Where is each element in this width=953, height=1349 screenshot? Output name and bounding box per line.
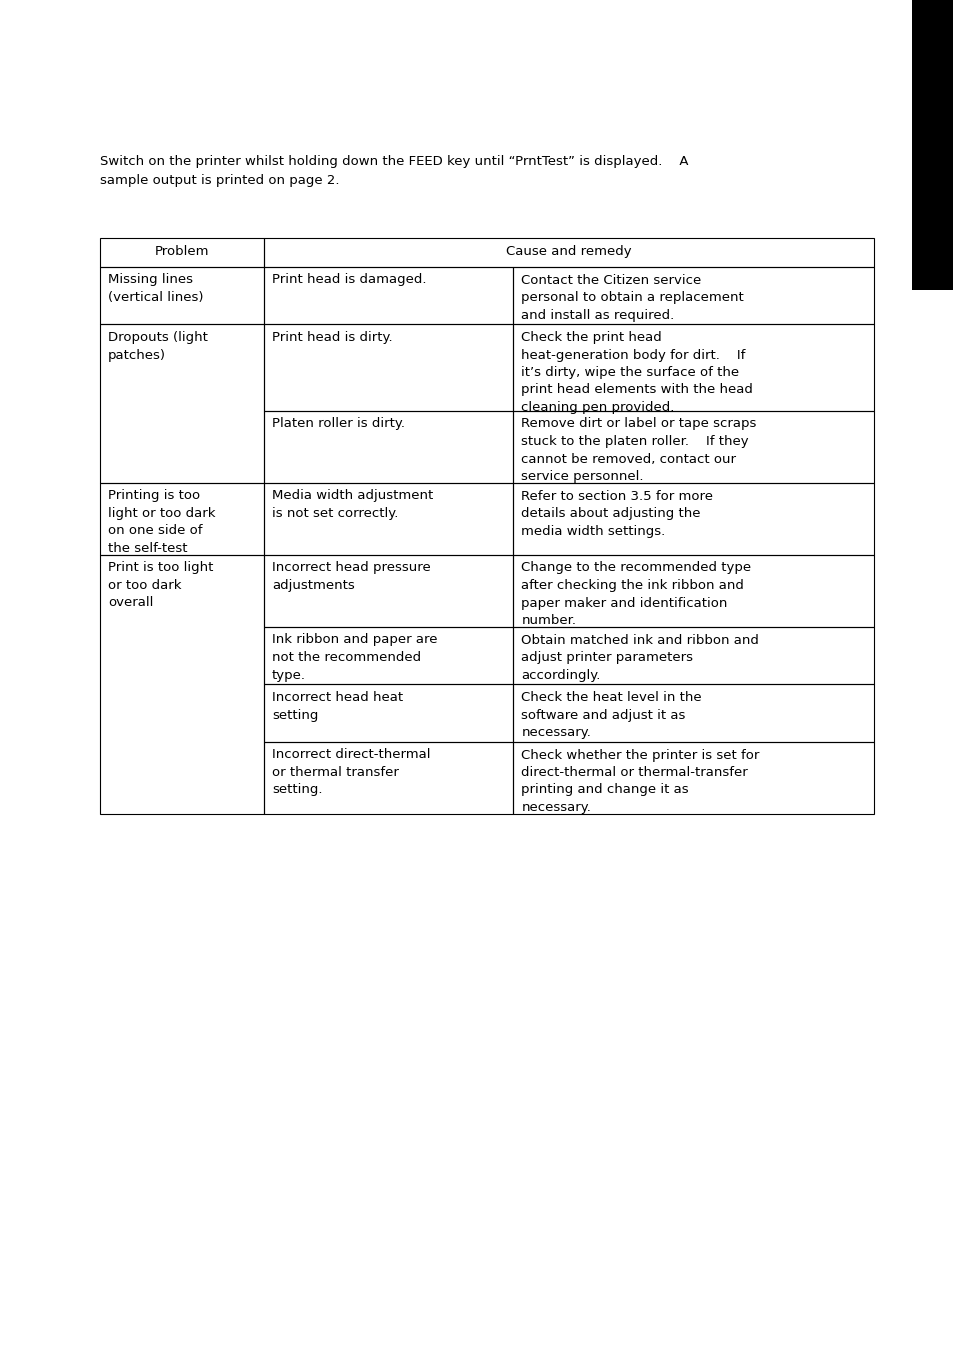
Text: Incorrect direct-thermal
or thermal transfer
setting.: Incorrect direct-thermal or thermal tran… (272, 749, 430, 796)
Text: Change to the recommended type
after checking the ink ribbon and
paper maker and: Change to the recommended type after che… (520, 561, 751, 627)
Bar (264, 324, 513, 410)
Bar (264, 483, 513, 554)
Text: Incorrect head pressure
adjustments: Incorrect head pressure adjustments (272, 561, 431, 592)
Text: Cause and remedy: Cause and remedy (506, 246, 631, 258)
Text: Print head is dirty.: Print head is dirty. (272, 331, 393, 344)
Bar (264, 626, 513, 684)
Text: Dropouts (light
patches): Dropouts (light patches) (108, 331, 208, 362)
Text: Print head is damaged.: Print head is damaged. (272, 274, 426, 286)
Text: Missing lines
(vertical lines): Missing lines (vertical lines) (108, 274, 203, 304)
Text: Check the print head
heat-generation body for dirt.    If
it’s dirty, wipe the s: Check the print head heat-generation bod… (520, 331, 753, 414)
Bar (100, 483, 264, 554)
Bar (513, 626, 873, 684)
Text: Printing is too
light or too dark
on one side of
the self-test: Printing is too light or too dark on one… (108, 490, 215, 554)
Bar (264, 742, 513, 813)
Bar (264, 684, 513, 742)
Text: Remove dirt or label or tape scraps
stuck to the platen roller.    If they
canno: Remove dirt or label or tape scraps stuc… (520, 417, 756, 483)
Bar (513, 742, 873, 813)
Text: Media width adjustment
is not set correctly.: Media width adjustment is not set correc… (272, 490, 433, 519)
Bar (513, 554, 873, 626)
Text: Ink ribbon and paper are
not the recommended
type.: Ink ribbon and paper are not the recomme… (272, 634, 437, 681)
Text: Print is too light
or too dark
overall: Print is too light or too dark overall (108, 561, 213, 610)
Text: Switch on the printer whilst holding down the FEED key until “PrntTest” is displ: Switch on the printer whilst holding dow… (100, 155, 688, 169)
Text: Check the heat level in the
software and adjust it as
necessary.: Check the heat level in the software and… (520, 691, 701, 739)
Text: sample output is printed on page 2.: sample output is printed on page 2. (100, 174, 339, 188)
Bar (100, 554, 264, 813)
Bar (100, 324, 264, 483)
Bar (513, 267, 873, 324)
Text: Platen roller is dirty.: Platen roller is dirty. (272, 417, 405, 430)
Bar (513, 324, 873, 410)
Bar (513, 483, 873, 554)
Bar (513, 684, 873, 742)
Text: Contact the Citizen service
personal to obtain a replacement
and install as requ: Contact the Citizen service personal to … (520, 274, 743, 321)
Text: Refer to section 3.5 for more
details about adjusting the
media width settings.: Refer to section 3.5 for more details ab… (520, 490, 713, 537)
Bar (100, 267, 264, 324)
Bar (264, 554, 513, 626)
Bar (264, 237, 873, 267)
Bar (100, 237, 264, 267)
Bar (911, 0, 953, 290)
Bar (264, 410, 513, 483)
Text: Incorrect head heat
setting: Incorrect head heat setting (272, 691, 403, 722)
Text: Obtain matched ink and ribbon and
adjust printer parameters
accordingly.: Obtain matched ink and ribbon and adjust… (520, 634, 759, 681)
Text: Check whether the printer is set for
direct-thermal or thermal-transfer
printing: Check whether the printer is set for dir… (520, 749, 759, 813)
Bar (513, 410, 873, 483)
Text: Problem: Problem (154, 246, 209, 258)
Bar (264, 267, 513, 324)
